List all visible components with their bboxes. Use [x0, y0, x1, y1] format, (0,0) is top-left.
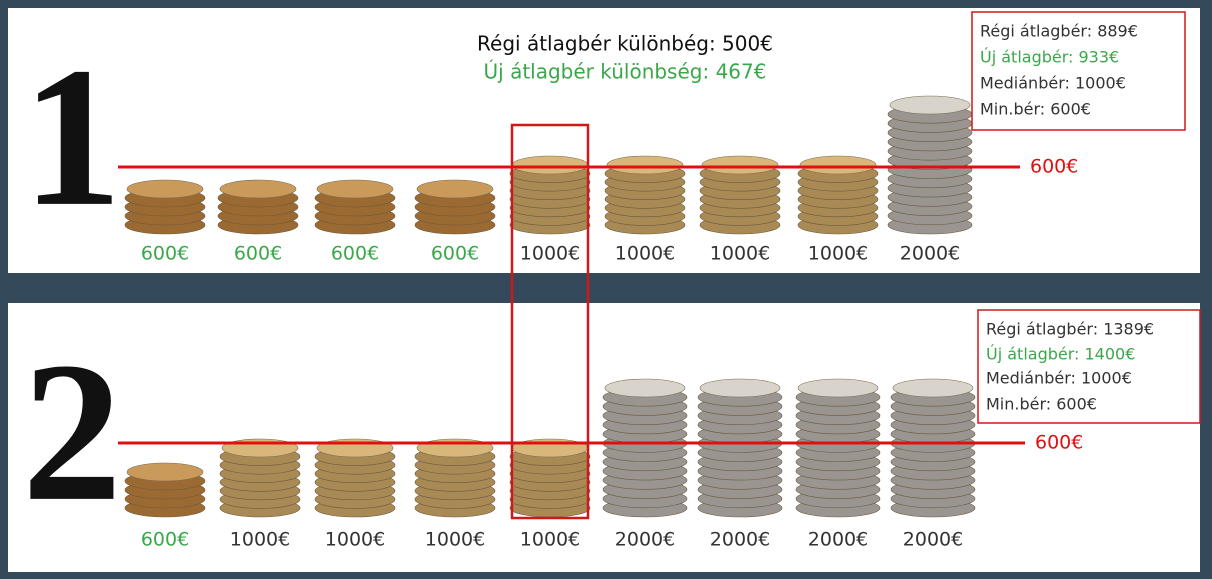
item-label: 1000€: [325, 529, 385, 551]
item-label: 1000€: [808, 243, 868, 265]
item-label: 2000€: [808, 529, 868, 551]
item-label: 600€: [141, 529, 189, 551]
stats-line: Min.bér: 600€: [986, 395, 1097, 414]
item-label: 2000€: [615, 529, 675, 551]
item-label: 1000€: [425, 529, 485, 551]
item-label: 1000€: [520, 243, 580, 265]
stats-box: [977, 309, 1201, 424]
item-label: 1000€: [230, 529, 290, 551]
min-wage-label: 600€: [1035, 432, 1083, 454]
item-label: 600€: [141, 243, 189, 265]
coin-top: [799, 155, 877, 175]
headline: Régi átlagbér különbég: 500€: [477, 32, 773, 56]
stats-line: Mediánbér: 1000€: [986, 369, 1132, 388]
highlight-box: [510, 123, 590, 520]
coin-top: [416, 179, 494, 199]
item-label: 1000€: [710, 243, 770, 265]
coin-top: [699, 378, 781, 398]
item-label: 1000€: [520, 529, 580, 551]
headline: Új átlagbér különbség: 467€: [484, 60, 767, 84]
stats-box: [971, 11, 1186, 131]
stats-line: Régi átlagbér: 889€: [980, 22, 1138, 41]
stats-line: Min.bér: 600€: [980, 100, 1091, 119]
coin-top: [892, 378, 974, 398]
stats-line: Új átlagbér: 1400€: [986, 345, 1135, 364]
item-label: 1000€: [615, 243, 675, 265]
item-label: 2000€: [900, 243, 960, 265]
item-label: 2000€: [710, 529, 770, 551]
coin-top: [797, 378, 879, 398]
item-label: 600€: [331, 243, 379, 265]
coin-top: [126, 179, 204, 199]
coin-top: [316, 179, 394, 199]
item-label: 600€: [234, 243, 282, 265]
coin-top: [219, 179, 297, 199]
coin-top: [701, 155, 779, 175]
stats-line: Mediánbér: 1000€: [980, 74, 1126, 93]
coin-top: [606, 155, 684, 175]
stats-line: Régi átlagbér: 1389€: [986, 320, 1154, 339]
coin-top: [889, 95, 971, 115]
coin-top: [126, 462, 204, 482]
coin-top: [511, 155, 589, 175]
stats-line: Új átlagbér: 933€: [980, 48, 1119, 67]
min-wage-label: 600€: [1030, 156, 1078, 178]
item-label: 2000€: [903, 529, 963, 551]
panel-number: 1: [22, 27, 122, 248]
panel-number: 2: [22, 322, 122, 543]
item-label: 600€: [431, 243, 479, 265]
coin-top: [604, 378, 686, 398]
